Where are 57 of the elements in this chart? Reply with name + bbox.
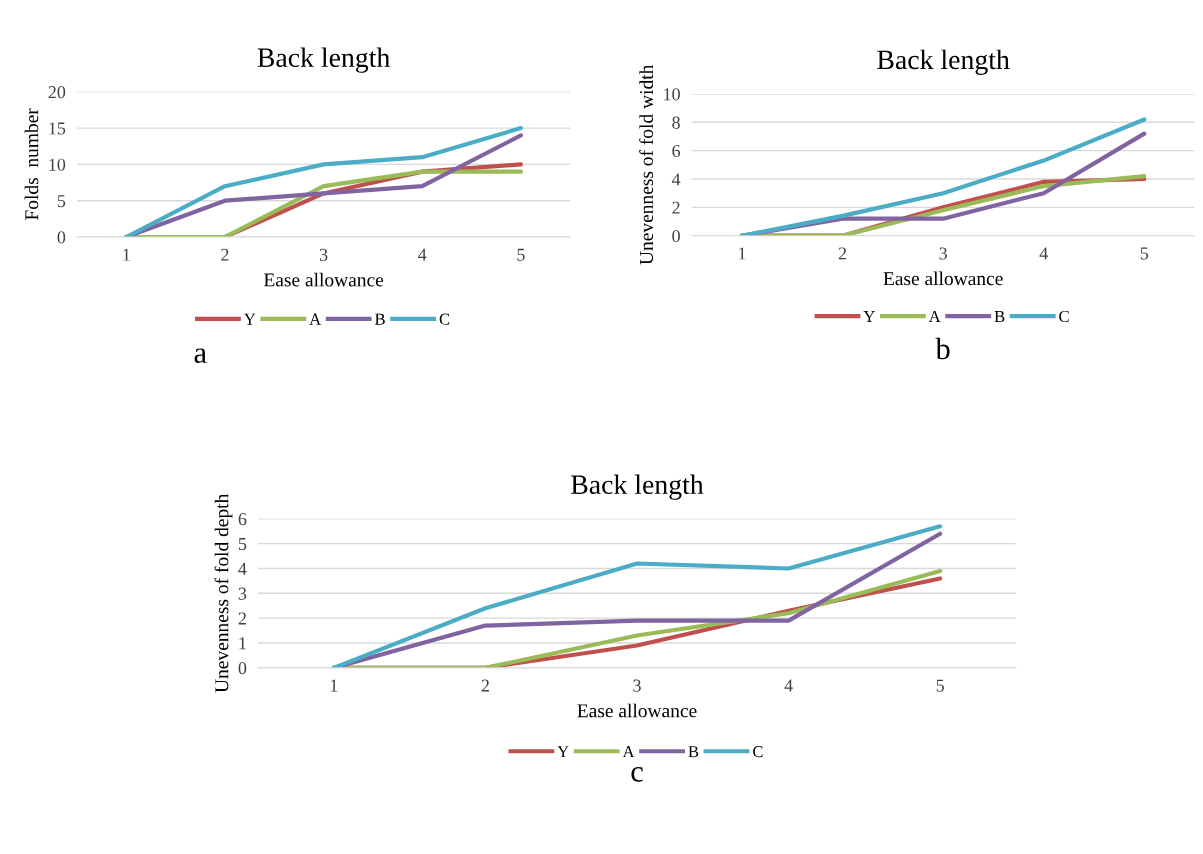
legend-label: Y xyxy=(863,311,875,322)
y-tick-label: 6 xyxy=(238,513,247,526)
x-tick-label: 1 xyxy=(739,247,746,260)
legend-label: A xyxy=(622,746,635,758)
y-axis-title: Unevenness of fold depth xyxy=(214,493,233,693)
y-tick-label: 6 xyxy=(672,144,681,158)
legend-label: A xyxy=(309,313,322,325)
chart-title: Back length xyxy=(877,49,1010,75)
y-tick-label: 1 xyxy=(239,637,246,650)
legend-label: Y xyxy=(243,313,256,325)
legend-label: B xyxy=(994,311,1005,322)
chart-title: Back length xyxy=(257,47,390,73)
text: a xyxy=(194,348,207,364)
x-tick-label: 1 xyxy=(330,679,338,692)
text: c xyxy=(631,767,643,782)
legend-label: B xyxy=(375,313,385,325)
y-tick-label: 3 xyxy=(238,587,247,600)
x-tick-label: 2 xyxy=(838,247,847,260)
y-tick-label: 8 xyxy=(672,116,680,129)
legend-label: Y xyxy=(557,746,569,758)
y-tick-label: 4 xyxy=(238,562,247,575)
x-tick-label: 5 xyxy=(936,679,944,692)
y-tick-label: 5 xyxy=(57,195,66,208)
y-tick-label: 4 xyxy=(671,173,681,186)
y-tick-label: 0 xyxy=(57,231,66,244)
x-tick-label: 1 xyxy=(123,248,130,261)
y-axis-title: Folds number xyxy=(24,108,39,221)
x-tick-label: 2 xyxy=(481,679,489,692)
y-tick-label: 0 xyxy=(238,662,247,675)
legend-label: C xyxy=(1059,310,1069,323)
x-tick-label: 2 xyxy=(221,248,229,261)
x-tick-label: 4 xyxy=(1039,247,1048,260)
legend-label: C xyxy=(753,746,763,758)
x-tick-label: 3 xyxy=(633,679,641,692)
text: b xyxy=(935,337,950,360)
x-tick-label: 5 xyxy=(1140,247,1149,260)
legend-label: C xyxy=(439,313,450,325)
chart-title: Back length xyxy=(571,474,704,500)
y-tick-label: 15 xyxy=(49,122,66,135)
y-tick-label: 2 xyxy=(672,201,680,214)
x-axis-title: Ease allowance xyxy=(263,272,384,287)
x-tick-label: 4 xyxy=(784,679,793,692)
y-axis-title: Unevenness of fold width xyxy=(639,64,654,265)
y-tick-label: 10 xyxy=(664,88,680,101)
x-tick-label: 3 xyxy=(319,248,328,261)
y-tick-label: 2 xyxy=(238,612,246,625)
y-tick-label: 5 xyxy=(238,538,247,551)
legend-label: B xyxy=(688,746,699,758)
y-tick-label: 10 xyxy=(49,158,66,171)
y-tick-label: 0 xyxy=(672,229,680,243)
x-axis-title: Ease allowance xyxy=(577,703,697,718)
x-tick-label: 3 xyxy=(939,247,947,260)
x-tick-label: 4 xyxy=(418,248,427,261)
x-axis-title: Ease allowance xyxy=(883,271,1003,286)
x-tick-label: 5 xyxy=(517,248,525,261)
legend-label: A xyxy=(928,310,941,322)
y-tick-label: 20 xyxy=(48,86,66,99)
